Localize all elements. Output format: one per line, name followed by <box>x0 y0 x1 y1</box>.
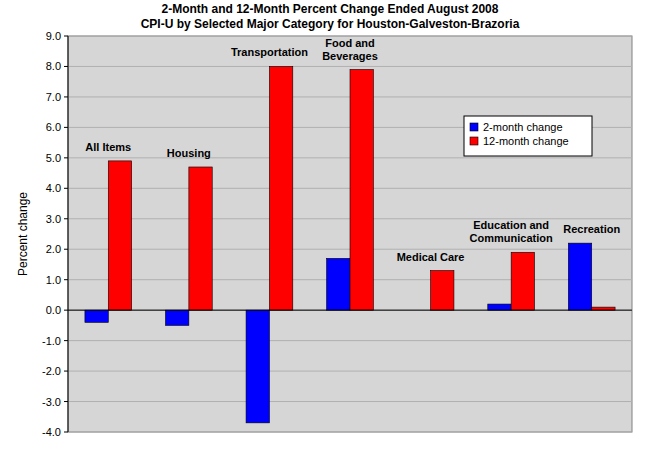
tick-label: 9.0 <box>46 30 61 42</box>
category-label: Medical Care <box>397 251 465 263</box>
grid-line <box>68 432 632 433</box>
tick-mark <box>64 157 68 158</box>
tick-label: 3.0 <box>46 213 61 225</box>
tick-mark <box>64 96 68 97</box>
tick-mark <box>64 432 68 433</box>
bar <box>85 310 108 322</box>
bars <box>85 66 615 422</box>
tick-mark <box>64 218 68 219</box>
legend-label: 12-month change <box>483 135 569 147</box>
tick-mark <box>64 279 68 280</box>
grid-line <box>68 371 632 372</box>
category-label: Transportation <box>231 46 308 58</box>
tick-mark <box>64 340 68 341</box>
bar <box>246 310 269 423</box>
bar <box>327 258 350 310</box>
tick-mark <box>64 310 68 311</box>
tick-mark <box>64 66 68 67</box>
bar <box>350 70 373 311</box>
bar <box>511 252 534 310</box>
bar <box>269 66 292 310</box>
bar <box>431 271 454 311</box>
tick-mark <box>64 249 68 250</box>
category-label-line: Medical Care <box>397 251 465 263</box>
tick-mark <box>64 401 68 402</box>
category-label-line: All Items <box>85 141 131 153</box>
tick-mark <box>64 371 68 372</box>
category-label-line: Education and <box>473 219 549 231</box>
grid-line <box>68 401 632 402</box>
grid-line <box>68 340 632 341</box>
tick-label: -1.0 <box>42 335 61 347</box>
y-axis <box>68 36 69 432</box>
y-axis-label: Percent change <box>16 192 30 276</box>
legend-label: 2-month change <box>483 121 563 133</box>
chart: -4.0 -3.0 -2.0 -1.0 0.0 1.0 2.0 3.0 4.0 5.0 6.0 7.0… <box>0 0 660 452</box>
legend-box <box>464 116 592 156</box>
tick-label: -4.0 <box>42 426 61 438</box>
x-axis <box>68 310 632 311</box>
bar <box>488 304 511 310</box>
tick-mark <box>64 36 68 37</box>
tick-label: 7.0 <box>46 91 61 103</box>
tick-label: 2.0 <box>46 243 61 255</box>
category-label-line: Recreation <box>563 223 620 235</box>
grid-line <box>68 66 632 67</box>
category-label-line: Food and <box>325 37 375 49</box>
tick-label: 8.0 <box>46 60 61 72</box>
category-label: Food andBeverages <box>322 37 378 62</box>
tick-mark <box>64 127 68 128</box>
bar <box>165 310 188 325</box>
bar <box>189 167 212 310</box>
tick-label: 0.0 <box>46 304 61 316</box>
title: 2-Month and 12-Month Percent Change Ende… <box>162 2 499 16</box>
category-label-line: Communication <box>470 232 553 244</box>
legend: 2-month change 12-month change <box>464 116 592 156</box>
bar <box>108 161 131 310</box>
tick-label: 4.0 <box>46 182 61 194</box>
bar <box>568 243 591 310</box>
category-label-line: Beverages <box>322 50 378 62</box>
legend-swatch <box>470 137 478 145</box>
grid-line <box>68 310 632 311</box>
category-label-line: Housing <box>167 147 211 159</box>
category-label: All Items <box>85 141 131 153</box>
tick-label: 1.0 <box>46 274 61 286</box>
tick-label: 6.0 <box>46 121 61 133</box>
category-label: Housing <box>167 147 211 159</box>
tick-mark <box>64 188 68 189</box>
tick-label: -3.0 <box>42 396 61 408</box>
tick-label: 5.0 <box>46 152 61 164</box>
subtitle: CPI-U by Selected Major Category for Hou… <box>141 17 520 31</box>
plot-area <box>68 36 632 432</box>
category-label-line: Transportation <box>231 46 308 58</box>
tick-label: -2.0 <box>42 365 61 377</box>
legend-swatch <box>470 123 478 131</box>
category-label: Recreation <box>563 223 620 235</box>
category-label: Education andCommunication <box>470 219 553 244</box>
background <box>0 0 660 452</box>
